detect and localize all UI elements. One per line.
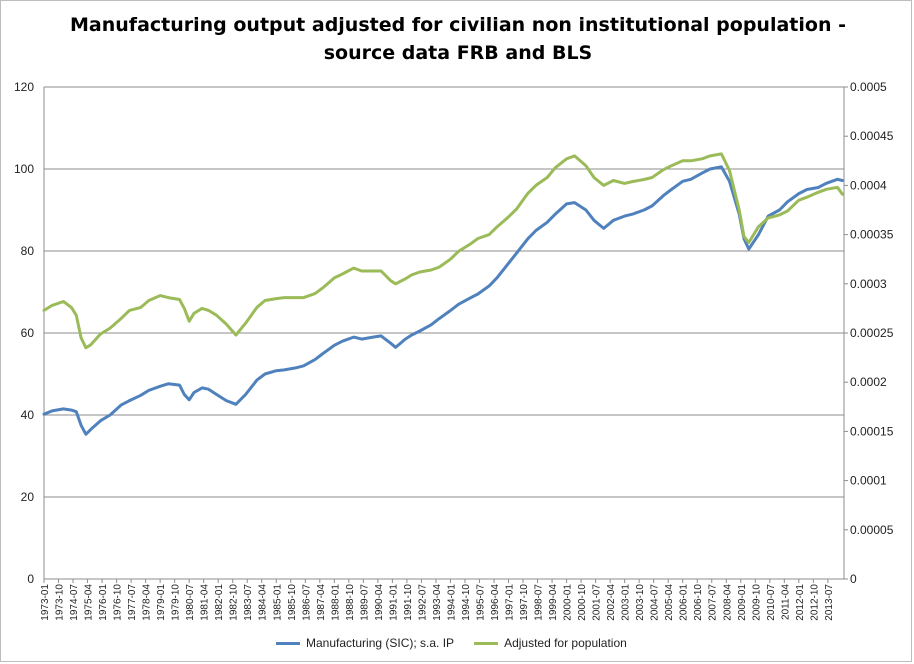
y2-tick-label-9: 0.00045 [850, 129, 894, 143]
x-tick-label-7: 1978-04 [142, 584, 153, 621]
x-tick-label-18: 1986-07 [301, 584, 312, 621]
x-tick-label-17: 1985-10 [287, 584, 298, 621]
x-tick-label-36: 2000-01 [563, 584, 574, 621]
x-tick-label-1: 1973-10 [55, 584, 66, 621]
x-tick-label-37: 2000-10 [577, 584, 588, 621]
y2-tick-label-4: 0.0002 [850, 375, 887, 389]
y2-tick-label-6: 0.0003 [850, 277, 887, 291]
x-tick-label-40: 2003-01 [621, 584, 632, 621]
x-tick-label-2: 1974-07 [69, 584, 80, 621]
x-tick-label-42: 2004-07 [650, 584, 661, 621]
x-tick-label-13: 1982-10 [229, 584, 240, 621]
chart-title: Manufacturing output adjusted for civili… [1, 11, 914, 67]
x-tick-label-39: 2002-04 [606, 584, 617, 621]
y2-tick-label-1: 0.00005 [850, 523, 894, 537]
y-tick-label-2: 40 [21, 408, 35, 422]
x-tick-label-16: 1985-01 [272, 584, 283, 621]
x-tick-label-25: 1991-10 [403, 584, 414, 621]
y-tick-label-1: 20 [21, 490, 35, 504]
x-tick-label-32: 1997-01 [505, 584, 516, 621]
x-tick-label-24: 1991-01 [388, 584, 399, 621]
y2-tick-label-8: 0.0004 [850, 178, 887, 192]
x-tick-label-46: 2007-07 [708, 584, 719, 621]
x-tick-label-47: 2008-04 [722, 584, 733, 621]
series-line-manufacturing [42, 165, 844, 436]
x-tick-label-33: 1997-10 [519, 584, 530, 621]
legend-swatch-manufacturing [276, 641, 300, 645]
x-tick-label-12: 1982-01 [214, 584, 225, 621]
x-tick-label-0: 1973-01 [40, 584, 51, 621]
x-tick-label-4: 1976-01 [98, 584, 109, 621]
y2-tick-label-7: 0.00035 [850, 228, 894, 242]
x-tick-label-43: 2005-04 [664, 584, 675, 621]
chart-title-line-2: source data FRB and BLS [323, 42, 593, 64]
x-tick-label-21: 1988-10 [345, 584, 356, 621]
y-tick-label-3: 60 [21, 326, 35, 340]
x-tick-label-6: 1977-07 [127, 584, 138, 621]
y-tick-label-5: 100 [14, 162, 34, 176]
x-tick-label-51: 2011-04 [780, 584, 791, 620]
y2-tick-label-2: 0.0001 [850, 474, 887, 488]
x-tick-label-54: 2013-07 [824, 584, 835, 621]
x-tick-label-44: 2006-01 [679, 584, 690, 621]
x-tick-label-53: 2012-10 [809, 584, 820, 621]
legend-label-adjusted: Adjusted for population [504, 636, 627, 650]
x-tick-label-3: 1975-04 [84, 584, 95, 621]
x-tick-label-35: 1999-04 [548, 584, 559, 621]
x-tick-label-10: 1980-07 [185, 584, 196, 621]
y2-tick-label-10: 0.0005 [850, 80, 887, 94]
y2-tick-label-0: 0 [850, 572, 857, 586]
x-tick-label-52: 2012-01 [795, 584, 806, 621]
x-tick-label-26: 1992-07 [417, 584, 428, 621]
legend-swatch-adjusted [474, 641, 499, 645]
x-tick-label-31: 1996-04 [490, 584, 501, 621]
series-line-adjusted [42, 152, 844, 350]
x-tick-label-45: 2006-10 [693, 584, 704, 621]
y-tick-label-6: 120 [14, 80, 34, 94]
legend-label-manufacturing: Manufacturing (SIC); s.a. IP [306, 636, 455, 650]
x-tick-label-41: 2003-10 [635, 584, 646, 621]
x-tick-label-27: 1993-04 [432, 584, 443, 621]
legend-item-manufacturing: Manufacturing (SIC); s.a. IP [276, 636, 454, 650]
x-tick-label-15: 1984-04 [258, 584, 269, 621]
x-tick-label-48: 2009-01 [737, 584, 748, 621]
x-tick-label-29: 1994-10 [461, 584, 472, 621]
x-tick-label-9: 1979-10 [171, 584, 182, 621]
x-tick-label-34: 1998-07 [534, 584, 545, 621]
x-tick-label-22: 1989-07 [359, 584, 370, 621]
y2-tick-label-5: 0.00025 [850, 326, 894, 340]
x-tick-label-19: 1987-04 [316, 584, 327, 621]
x-tick-label-5: 1976-10 [113, 584, 124, 621]
x-tick-label-23: 1990-04 [374, 584, 385, 621]
chart-title-line-1: Manufacturing output adjusted for civili… [70, 14, 846, 36]
x-tick-label-14: 1983-07 [243, 584, 254, 621]
y2-tick-label-3: 0.00015 [850, 424, 894, 438]
legend-item-adjusted: Adjusted for population [474, 636, 627, 650]
x-tick-label-8: 1979-01 [156, 584, 167, 621]
x-tick-label-28: 1994-01 [446, 584, 457, 621]
x-tick-label-50: 2010-07 [766, 584, 777, 621]
legend: Manufacturing (SIC); s.a. IP Adjusted fo… [276, 634, 647, 652]
y-tick-label-0: 0 [27, 572, 34, 586]
x-tick-label-30: 1995-07 [475, 584, 486, 621]
x-tick-label-11: 1981-04 [200, 584, 211, 621]
x-tick-label-20: 1988-01 [330, 584, 341, 621]
x-tick-label-38: 2001-07 [592, 584, 603, 621]
x-tick-label-49: 2009-10 [751, 584, 762, 621]
y-tick-label-4: 80 [21, 244, 35, 258]
